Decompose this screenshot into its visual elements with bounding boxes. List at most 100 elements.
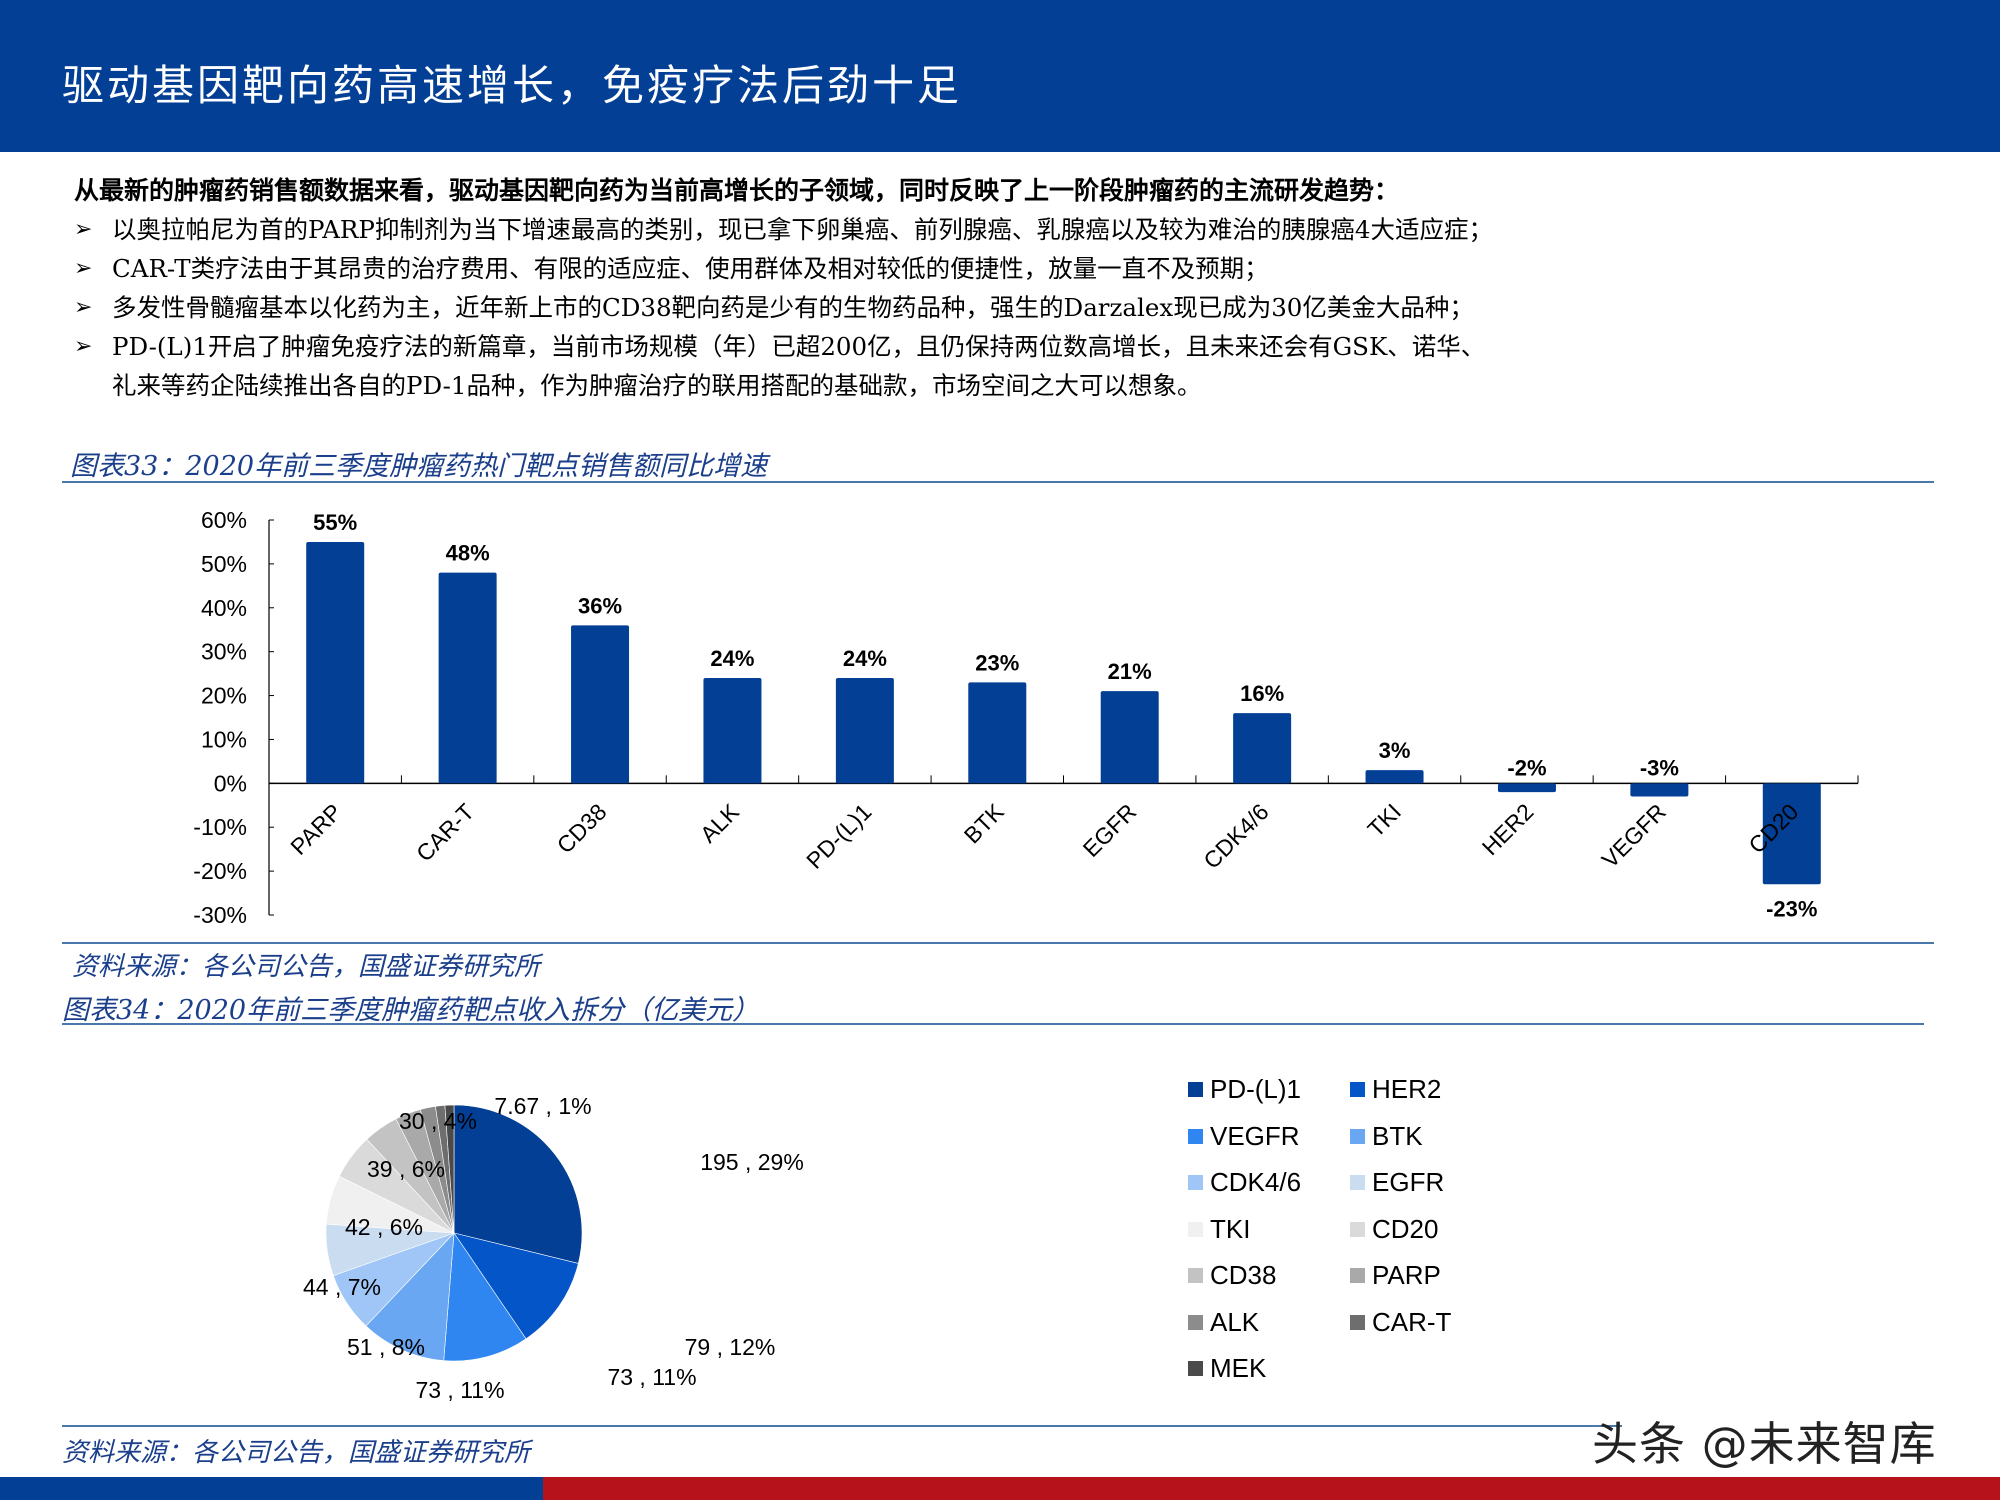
- legend-swatch-icon: [1188, 1128, 1203, 1144]
- bar-value-label: 23%: [975, 650, 1019, 675]
- legend-label: HER2: [1372, 1074, 1442, 1104]
- bullet-item: ➢ 以奥拉帕尼为首的PARP抑制剂为当下增速最高的类别，现已拿下卵巢癌、前列腺癌…: [74, 210, 1974, 249]
- legend-label: CD38: [1210, 1260, 1277, 1290]
- bullet-text: PD-(L)1开启了肿瘤免疫疗法的新篇章，当前市场规模（年）已超200亿，且仍保…: [112, 332, 1486, 361]
- bar: [1630, 783, 1689, 797]
- intro-lead: 从最新的肿瘤药销售额数据来看，驱动基因靶向药为当前高增长的子领域，同时反映了上一…: [74, 176, 1400, 205]
- category-label: PARP: [285, 798, 346, 859]
- pie-slice-label: 42 , 6%: [345, 1214, 423, 1240]
- bar-value-label: 36%: [578, 593, 622, 618]
- y-tick-label: -10%: [193, 814, 247, 840]
- arrow-bullet-icon: ➢: [74, 256, 93, 281]
- bar: [968, 682, 1027, 784]
- legend-item: PARP: [1350, 1260, 1441, 1291]
- bar-value-label: 3%: [1379, 738, 1411, 763]
- legend-swatch-icon: [1188, 1314, 1203, 1330]
- category-label: EGFR: [1078, 798, 1142, 862]
- legend-label: ALK: [1210, 1306, 1260, 1337]
- legend-item: PD-(L)1: [1188, 1074, 1301, 1105]
- bar-value-label: 55%: [313, 510, 357, 535]
- bar: [703, 678, 762, 784]
- bullet-item: ➢ 多发性骨髓瘤基本以化药为主，近年新上市的CD38靶向药是少有的生物药品种，强…: [74, 288, 1974, 327]
- bar-value-label: 16%: [1240, 681, 1284, 706]
- bullet-item: ➢ PD-(L)1开启了肿瘤免疫疗法的新篇章，当前市场规模（年）已超200亿，且…: [74, 327, 1974, 366]
- pie-slice: [453, 1232, 579, 1340]
- legend-swatch-icon: [1188, 1175, 1203, 1190]
- pie-slice-label: 73 , 11%: [415, 1377, 504, 1403]
- legend-item: CD20: [1350, 1214, 1438, 1245]
- category-label: PD-(L)1: [801, 798, 876, 873]
- bar: [571, 625, 630, 784]
- bullet-text: 多发性骨髓瘤基本以化药为主，近年新上市的CD38靶向药是少有的生物药品种，强生的…: [112, 293, 1474, 322]
- legend-item: VEGFR: [1188, 1121, 1300, 1152]
- bullet-continuation: 礼来等药企陆续推出各自的PD-1品种，作为肿瘤治疗的联用搭配的基础款，市场空间之…: [112, 371, 1202, 400]
- bar: [438, 572, 497, 784]
- legend-item: MEK: [1188, 1353, 1266, 1384]
- bar-value-label: 24%: [710, 646, 754, 671]
- legend-label: MEK: [1210, 1353, 1267, 1383]
- bar-value-label: -23%: [1766, 896, 1817, 921]
- category-label: CD38: [552, 798, 612, 858]
- bar-chart-svg: 60% 50% 40% 30% 20% 10% 0% -10% -20% -30% 55% PARP 4…: [193, 507, 1859, 928]
- category-label: ALK: [695, 798, 745, 848]
- pie-slice-label: 51 , 8%: [347, 1334, 425, 1360]
- bar: [1365, 770, 1424, 784]
- category-label: TKI: [1362, 798, 1406, 842]
- legend-label: PD-(L)1: [1210, 1074, 1302, 1104]
- intro-section: 从最新的肿瘤药销售额数据来看，驱动基因靶向药为当前高增长的子领域，同时反映了上一…: [74, 172, 1974, 405]
- legend-swatch-icon: [1350, 1175, 1365, 1190]
- page-title: 驱动基因靶向药高速增长，免疫疗法后劲十足: [62, 61, 963, 110]
- footer-bar-red: [543, 1477, 2000, 1500]
- bullet-text: 以奥拉帕尼为首的PARP抑制剂为当下增速最高的类别，现已拿下卵巢癌、前列腺癌、乳…: [112, 215, 1493, 244]
- bar: [306, 541, 365, 784]
- arrow-bullet-icon: ➢: [74, 334, 93, 359]
- pie-slice-label: 195 , 29%: [700, 1149, 804, 1175]
- revenue-pie-chart: 195 , 29% 79 , 12% 73 , 11% 73 , 11% 51 , 8%…: [280, 1030, 900, 1430]
- legend-label: BTK: [1372, 1120, 1423, 1151]
- legend-swatch-icon: [1350, 1221, 1365, 1237]
- y-tick-label: 50%: [201, 551, 247, 577]
- legend-item: BTK: [1350, 1121, 1423, 1152]
- figure33-title: 图表33：2020年前三季度肿瘤药热门靶点销售额同比增速: [70, 451, 768, 482]
- pie-slice: [443, 1232, 527, 1362]
- legend-swatch-icon: [1188, 1361, 1203, 1376]
- pie-slice: [444, 1104, 455, 1234]
- pie-slice-label: 7.67 , 1%: [494, 1093, 591, 1119]
- figure34-bottom-rule: [62, 1425, 1622, 1427]
- y-tick-label: -20%: [193, 858, 247, 884]
- y-tick-label: 10%: [201, 726, 247, 752]
- y-tick-label: 40%: [201, 595, 247, 621]
- category-label: CAR-T: [411, 798, 479, 866]
- bar: [1497, 783, 1556, 793]
- pie-slice: [365, 1232, 455, 1361]
- bar: [835, 678, 894, 784]
- arrow-bullet-icon: ➢: [74, 217, 93, 242]
- y-tick-label: 60%: [201, 507, 247, 533]
- category-label: VEGFR: [1596, 798, 1670, 872]
- legend-swatch-icon: [1188, 1268, 1203, 1283]
- legend-swatch-icon: [1350, 1314, 1365, 1330]
- figure34-top-rule: [62, 1023, 1924, 1025]
- figure33-bottom-rule: [62, 942, 1934, 944]
- legend-item: ALK: [1188, 1307, 1259, 1338]
- pie-slice-label: 73 , 11%: [607, 1364, 696, 1390]
- legend-label: EGFR: [1372, 1167, 1445, 1197]
- header-bar: 驱动基因靶向药高速增长，免疫疗法后劲十足: [0, 0, 2000, 152]
- bar-value-label: 24%: [843, 646, 887, 671]
- bar-value-label: -2%: [1507, 755, 1546, 780]
- bar-value-label: 21%: [1108, 659, 1152, 684]
- legend-swatch-icon: [1350, 1082, 1365, 1097]
- bullet-text: CAR-T类疗法由于其昂贵的治疗费用、有限的适应症、使用群体及相对较低的便捷性，…: [112, 254, 1269, 283]
- legend-label: CDK4/6: [1210, 1167, 1302, 1197]
- pie-slice: [453, 1104, 583, 1264]
- growth-bar-chart: 60% 50% 40% 30% 20% 10% 0% -10% -20% -30% 55% PARP 4…: [60, 495, 1880, 935]
- legend-item: CDK4/6: [1188, 1167, 1301, 1198]
- legend-item: EGFR: [1350, 1167, 1444, 1198]
- pie-chart-svg: 195 , 29% 79 , 12% 73 , 11% 73 , 11% 51 , 8%…: [303, 1093, 804, 1403]
- y-tick-label: 30%: [201, 639, 247, 665]
- bullet-item: ➢ CAR-T类疗法由于其昂贵的治疗费用、有限的适应症、使用群体及相对较低的便捷…: [74, 249, 1974, 288]
- legend-swatch-icon: [1188, 1082, 1203, 1097]
- pie-slice-label: 79 , 12%: [685, 1334, 776, 1360]
- category-label: HER2: [1477, 798, 1539, 860]
- figure34-title: 图表34：2020年前三季度肿瘤药靶点收入拆分（亿美元）: [62, 995, 760, 1026]
